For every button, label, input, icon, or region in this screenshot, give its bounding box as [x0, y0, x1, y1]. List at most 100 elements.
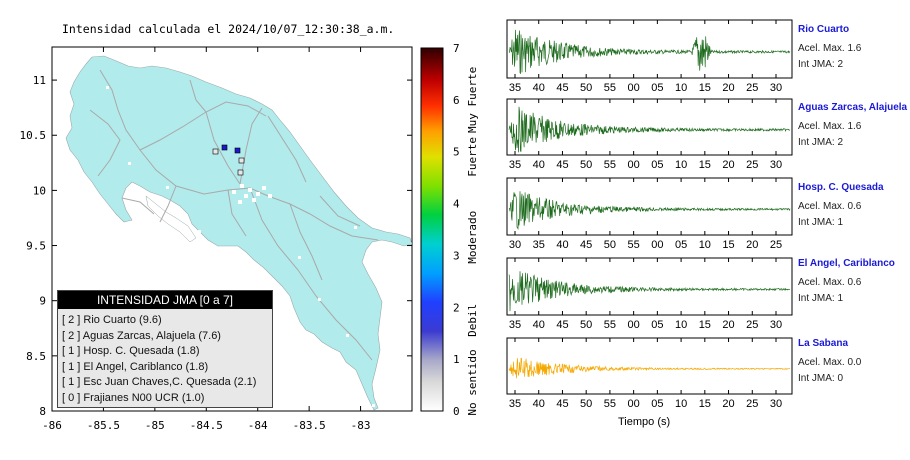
waveform-trace — [508, 271, 791, 312]
int-jma: Int JMA: 1 — [798, 217, 844, 228]
station-info-2: Hosp. C. Quesada Acel. Max. 0.6 Int JMA:… — [798, 182, 884, 228]
x-tick-label: -85 — [145, 419, 165, 432]
time-tick-label: 20 — [722, 319, 734, 331]
time-tick-label: 10 — [699, 239, 711, 251]
station-name[interactable]: Rio Cuarto — [798, 24, 850, 35]
x-tick-label: -84 — [248, 419, 268, 432]
station-marker-rio-cuarto[interactable] — [234, 147, 241, 154]
acel-max: Acel. Max. 1.6 — [798, 43, 862, 54]
y-tick-label: 9.5 — [26, 240, 46, 253]
time-tick-label: 20 — [722, 82, 734, 94]
station-info-1: Aguas Zarcas, Alajuela Acel. Max. 1.6 In… — [798, 102, 907, 148]
waveform-frame — [506, 98, 793, 156]
y-tick-label: 8 — [39, 405, 46, 418]
time-tick-label: 20 — [722, 398, 734, 410]
legend-item: [ 2 ] Aguas Zarcas, Alajuela (7.6) — [62, 329, 221, 342]
time-tick-label: 55 — [604, 159, 616, 171]
waveform-panel-4: 35 40 45 50 55 00 05 10 15 20 25 30 — [506, 337, 793, 410]
station-marker-el-angel[interactable] — [238, 157, 245, 164]
time-tick-label: 35 — [509, 319, 521, 331]
time-tick-label: 35 — [533, 239, 545, 251]
colorbar-categories: Muy Fuerte Fuerte Moderado Debil No sentido — [466, 67, 479, 416]
acel-max: Acel. Max. 1.6 — [798, 121, 862, 132]
time-tick-label: 15 — [699, 82, 711, 94]
legend-item: [ 1 ] El Angel, Cariblanco (1.8) — [62, 360, 209, 373]
colorbar-tick-label: 0 — [453, 405, 460, 418]
time-tick-label: 00 — [628, 82, 640, 94]
time-tick-label: 30 — [509, 239, 521, 251]
waveform-panel-3: 35 40 45 50 55 00 05 10 15 20 25 30 — [506, 257, 793, 331]
waveform-frame — [506, 257, 793, 316]
waveform-frame — [506, 177, 793, 236]
colorbar-tick-label: 1 — [453, 353, 460, 366]
station-marker-esc-juan-chaves[interactable] — [237, 169, 244, 176]
legend-item: [ 1 ] Hosp. C. Quesada (1.8) — [62, 345, 200, 357]
waveform-panels: 35 40 45 50 55 00 05 10 15 20 25 30 35 40 45 50 55 00 05 10… — [506, 19, 793, 410]
time-tick-label: 55 — [628, 239, 640, 251]
acel-max: Acel. Max. 0.6 — [798, 201, 862, 212]
other-station-dots — [106, 86, 375, 407]
colorbar-tick-label: 6 — [453, 94, 460, 107]
station-name[interactable]: La Sabana — [798, 338, 849, 349]
waveform-panel-2: 30 35 40 45 50 55 00 05 10 15 20 25 — [506, 177, 793, 251]
station-marker-aguas-zarcas[interactable] — [221, 144, 228, 151]
time-tick-label: 15 — [699, 159, 711, 171]
time-tick-label: 10 — [675, 319, 687, 331]
time-tick-label: 25 — [746, 398, 758, 410]
colorbar-category-label: Debil — [466, 304, 479, 337]
acel-max: Acel. Max. 0.6 — [798, 277, 862, 288]
time-tick-label: 25 — [746, 159, 758, 171]
legend-item: [ 1 ] Esc Juan Chaves,C. Quesada (2.1) — [62, 376, 257, 388]
waveform-trace — [508, 106, 791, 153]
time-tick-label: 45 — [556, 319, 568, 331]
station-info-3: El Angel, Cariblanco Acel. Max. 0.6 Int … — [798, 258, 895, 304]
time-tick-label: 10 — [675, 398, 687, 410]
station-name[interactable]: Aguas Zarcas, Alajuela — [798, 102, 908, 113]
acel-max: Acel. Max. 0.0 — [798, 357, 862, 368]
time-tick-label: 50 — [580, 159, 592, 171]
x-tick-label: -83 — [351, 419, 371, 432]
time-tick-label: 50 — [580, 82, 592, 94]
station-name[interactable]: El Angel, Cariblanco — [798, 258, 895, 269]
x-tick-label: -85.5 — [87, 419, 120, 432]
y-tick-label: 11 — [33, 74, 46, 87]
int-jma: Int JMA: 2 — [798, 137, 844, 148]
time-tick-label: 20 — [746, 239, 758, 251]
map-x-ticks: -86 -85.5 -85 -84.5 -84 -83.5 -83 — [42, 47, 371, 432]
legend-item: [ 0 ] Frajianes N00 UCR (1.0) — [62, 391, 205, 404]
time-tick-label: 55 — [604, 319, 616, 331]
time-tick-label: 40 — [556, 239, 568, 251]
waveform-frame — [506, 337, 793, 395]
station-name[interactable]: Hosp. C. Quesada — [798, 182, 884, 193]
time-tick-label: 30 — [770, 398, 782, 410]
time-tick-label: 00 — [628, 319, 640, 331]
time-tick-label: 35 — [509, 82, 521, 94]
colorbar-tick-label: 3 — [453, 249, 460, 262]
time-tick-label: 45 — [556, 159, 568, 171]
time-tick-label: 30 — [770, 319, 782, 331]
time-tick-label: 05 — [651, 159, 663, 171]
colorbar-category-label: Moderado — [466, 211, 479, 264]
time-tick-label: 25 — [770, 239, 782, 251]
legend-item: [ 2 ] Rio Cuarto (9.6) — [62, 314, 162, 326]
waveform-trace — [508, 357, 791, 379]
time-tick-label: 15 — [722, 239, 734, 251]
colorbar-tick-label: 7 — [453, 42, 460, 55]
time-tick-label: 15 — [699, 398, 711, 410]
y-tick-label: 10.5 — [20, 129, 47, 142]
time-tick-label: 35 — [509, 398, 521, 410]
colorbar-tick-label: 5 — [453, 146, 460, 159]
waveform-trace — [508, 191, 791, 231]
waveform-trace — [508, 29, 791, 74]
time-tick-label: 05 — [675, 239, 687, 251]
time-tick-label: 50 — [604, 239, 616, 251]
waveform-panel-0: 35 40 45 50 55 00 05 10 15 20 25 30 — [506, 19, 793, 94]
time-axis-label: Tiempo (s) — [618, 416, 671, 428]
y-tick-label: 10 — [33, 184, 46, 197]
int-jma: Int JMA: 2 — [798, 59, 844, 70]
time-tick-label: 05 — [651, 398, 663, 410]
station-marker-hosp-c-quesada[interactable] — [212, 148, 219, 155]
time-tick-label: 50 — [580, 398, 592, 410]
station-info-0: Rio Cuarto Acel. Max. 1.6 Int JMA: 2 — [798, 24, 861, 70]
